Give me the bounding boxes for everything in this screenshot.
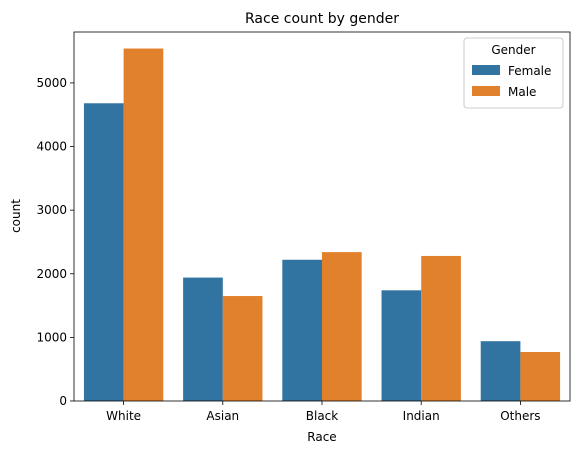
bar-indian-male bbox=[421, 255, 461, 401]
legend-swatch-female bbox=[472, 65, 500, 75]
legend-title: Gender bbox=[491, 43, 535, 57]
x-axis: White Asian Black Indian Others bbox=[106, 401, 541, 423]
x-axis-label: Race bbox=[307, 430, 336, 444]
legend-label-female: Female bbox=[508, 64, 551, 78]
y-tick-label: 1000 bbox=[36, 330, 67, 344]
legend: Gender Female Male bbox=[463, 37, 564, 109]
chart-title: Race count by gender bbox=[245, 11, 399, 27]
x-tick-label-others: Others bbox=[500, 409, 540, 423]
x-tick-label-indian: Indian bbox=[403, 409, 440, 423]
legend-label-male: Male bbox=[508, 85, 536, 99]
x-tick-label-black: Black bbox=[306, 409, 339, 423]
y-axis-label: count bbox=[9, 199, 23, 233]
y-tick-label: 3000 bbox=[36, 203, 67, 217]
bar-white-male bbox=[123, 48, 164, 401]
bar-others-female bbox=[480, 341, 521, 401]
y-tick-label: 0 bbox=[59, 394, 67, 408]
x-tick-label-white: White bbox=[106, 409, 141, 423]
bar-asian-female bbox=[183, 277, 223, 401]
legend-swatch-male bbox=[472, 86, 500, 96]
y-tick-label: 4000 bbox=[36, 140, 67, 154]
bar-white-female bbox=[83, 103, 124, 401]
y-axis: 0 1000 2000 3000 4000 5000 bbox=[36, 76, 74, 408]
bar-black-female bbox=[282, 259, 322, 401]
y-tick-label: 5000 bbox=[36, 76, 67, 90]
bars-group bbox=[83, 48, 561, 401]
bar-indian-female bbox=[381, 290, 422, 401]
y-tick-label: 2000 bbox=[36, 267, 67, 281]
bar-others-male bbox=[520, 352, 561, 401]
x-tick-label-asian: Asian bbox=[206, 409, 239, 423]
bar-black-male bbox=[322, 252, 362, 401]
plot-frame bbox=[73, 31, 571, 402]
bar-asian-male bbox=[222, 296, 263, 401]
